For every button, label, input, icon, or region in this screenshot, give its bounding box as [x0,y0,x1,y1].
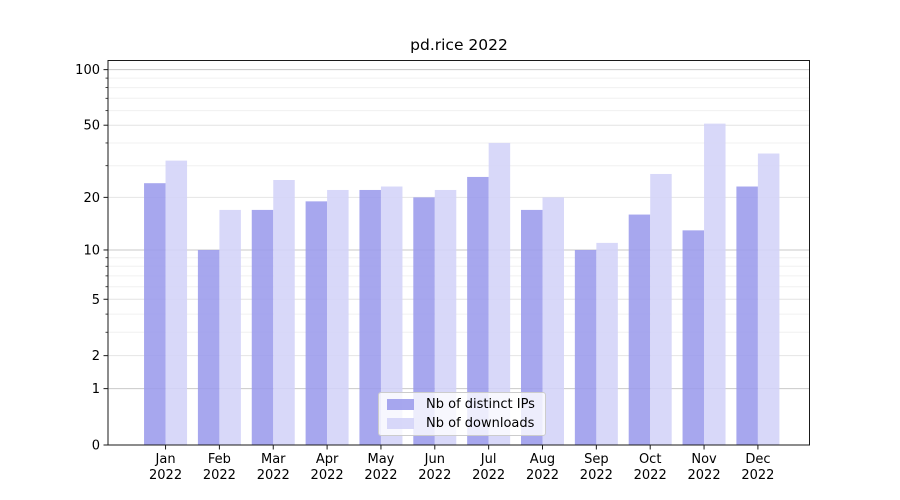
x-tick-label-month: Jan [155,452,176,467]
plot-frame [107,60,810,446]
bar-distinct-ips-jan-2022 [144,183,166,445]
bar-downloads-sep-2022 [596,242,618,445]
bar-downloads-aug-2022 [542,197,564,445]
x-tick-label-year: 2022 [526,468,559,483]
bar-downloads-mar-2022 [273,180,295,445]
x-tick-label-year: 2022 [688,468,721,483]
x-tick-label-year: 2022 [634,468,667,483]
x-tick-label-month: Nov [691,452,717,467]
bar-downloads-oct-2022 [650,173,672,445]
x-tick-label-year: 2022 [472,468,505,483]
y-tick-label: 2 [92,349,100,364]
x-tick-label-year: 2022 [741,468,774,483]
y-tick-label: 10 [83,243,100,258]
x-tick-label-month: May [368,452,395,467]
x-tick-label-year: 2022 [418,468,451,483]
x-tick-label-year: 2022 [364,468,397,483]
legend-item-distinct-ips: Nb of distinct IPs [387,397,545,412]
legend-swatch-distinct-ips [387,399,414,410]
bar-downloads-dec-2022 [757,153,780,445]
legend-item-downloads: Nb of downloads [387,416,545,431]
x-tick-label-month: Jun [424,452,445,467]
x-tick-label-month: Dec [745,452,770,467]
legend: Nb of distinct IPs Nb of downloads [378,392,546,436]
bar-downloads-apr-2022 [327,189,349,445]
y-tick-label: 1 [92,382,100,397]
y-tick-label: 20 [83,191,100,206]
x-tick-label-year: 2022 [203,468,236,483]
bar-distinct-ips-sep-2022 [574,249,597,445]
bar-distinct-ips-may-2022 [359,189,381,445]
bar-downloads-nov-2022 [704,123,726,446]
x-tick-label-month: Oct [639,452,661,467]
x-tick-label-year: 2022 [580,468,613,483]
x-tick-label-month: Apr [316,452,339,467]
bar-distinct-ips-oct-2022 [628,214,651,445]
bar-downloads-feb-2022 [219,209,241,445]
y-tick-label: 0 [92,439,100,454]
bar-distinct-ips-dec-2022 [736,186,758,445]
bar-distinct-ips-jul-2022 [467,176,489,445]
y-tick-label: 100 [75,63,100,78]
x-tick-label-year: 2022 [311,468,344,483]
bar-downloads-jan-2022 [165,160,188,445]
y-tick-label: 50 [83,119,100,134]
x-tick-label-month: Feb [208,452,231,467]
x-tick-label-month: Sep [584,452,609,467]
bar-distinct-ips-jun-2022 [413,197,435,445]
bar-downloads-may-2022 [380,186,403,445]
bar-distinct-ips-apr-2022 [305,201,328,445]
x-tick-label-year: 2022 [149,468,182,483]
bar-downloads-jun-2022 [434,189,457,445]
bar-distinct-ips-aug-2022 [521,209,543,445]
x-tick-label-month: Aug [530,452,555,467]
x-tick-label-month: Mar [261,452,286,467]
legend-swatch-downloads [387,418,414,429]
bar-distinct-ips-mar-2022 [251,209,274,445]
bar-distinct-ips-nov-2022 [682,230,705,445]
y-tick-label: 5 [92,293,100,308]
bar-downloads-jul-2022 [488,142,511,445]
x-tick-label-month: Jul [480,452,497,467]
bar-distinct-ips-feb-2022 [197,249,220,445]
chart-title: pd.rice 2022 [410,36,508,54]
x-tick-label-year: 2022 [257,468,290,483]
legend-label-distinct-ips: Nb of distinct IPs [426,397,535,412]
legend-label-downloads: Nb of downloads [426,416,535,431]
